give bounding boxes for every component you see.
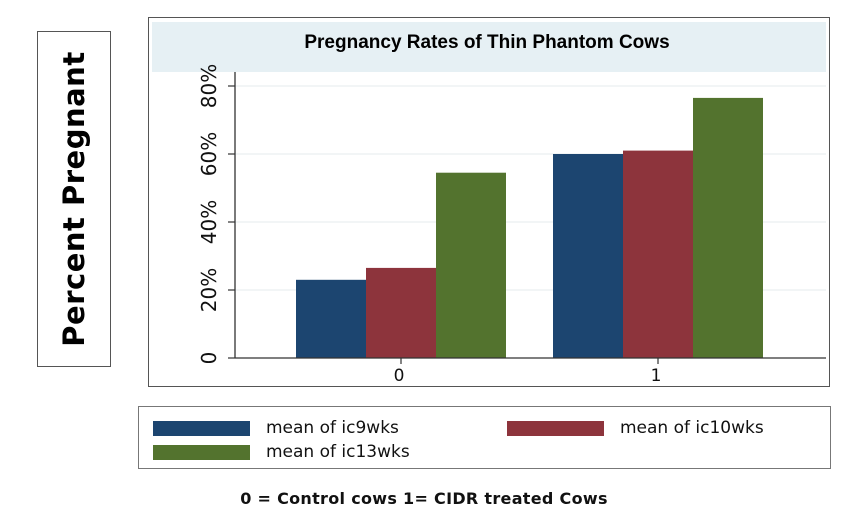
legend-label-ic13wks: mean of ic13wks [266,442,410,462]
y-tick-label: 40% [197,200,221,244]
legend-swatch-ic9wks [153,421,250,436]
y-axis-title: Percent Pregnant [57,51,91,347]
bar-ic10wks-cat-1 [623,150,693,358]
chart-title-band [152,22,826,72]
y-axis-title-box: Percent Pregnant [37,31,111,367]
legend-label-ic10wks: mean of ic10wks [620,418,764,438]
y-tick-label: 60% [197,132,221,176]
legend-swatch-ic13wks [153,445,250,460]
bar-ic10wks-cat-0 [366,267,436,358]
bar-ic13wks-cat-1 [693,97,763,359]
x-tick-label: 1 [651,366,662,385]
y-tick-label: 80% [197,64,221,108]
y-tick-label: 20% [197,268,221,312]
bar-chart: Pregnancy Rates of Thin Phantom Cows 0 20… [149,18,828,385]
y-tick-label: 0 [197,352,221,365]
chart-frame: Pregnancy Rates of Thin Phantom Cows 0 20… [148,17,830,387]
x-tick-label: 0 [394,366,405,385]
legend-label-ic9wks: mean of ic9wks [266,418,399,438]
footnote: 0 = Control cows 1= CIDR treated Cows [240,489,608,508]
axis-layer [228,72,826,364]
legend: mean of ic9wks mean of ic10wks mean of i… [138,406,831,469]
legend-swatch-ic10wks [507,421,604,436]
bar-ic9wks-cat-0 [296,279,366,358]
ticks-layer: 0 20% 40% 60% 80% 0 1 [197,64,661,385]
bar-ic9wks-cat-1 [553,154,623,358]
bars-layer [296,97,763,359]
bar-ic13wks-cat-0 [436,172,506,358]
chart-title: Pregnancy Rates of Thin Phantom Cows [304,32,669,53]
